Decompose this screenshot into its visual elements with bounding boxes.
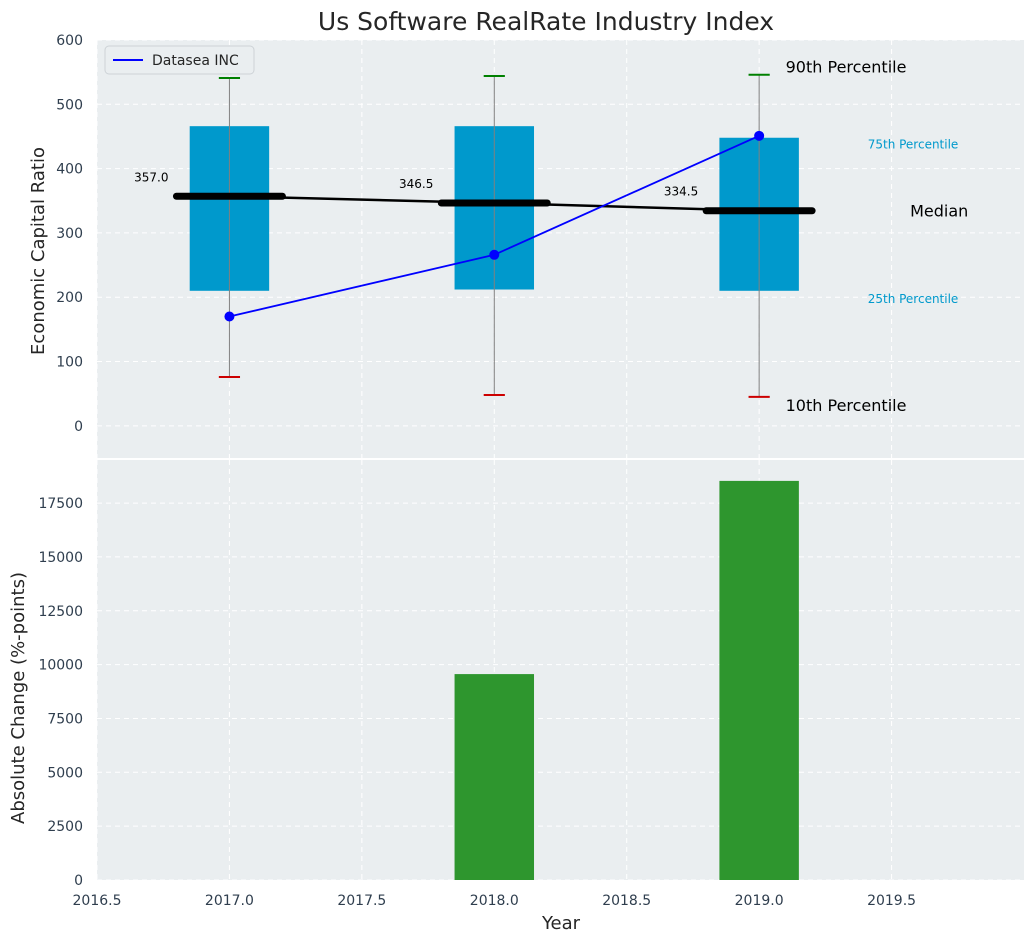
bottom-y-tick-label: 15000 <box>38 550 83 566</box>
x-tick-label: 2018.5 <box>602 893 651 909</box>
median-value-label: 346.5 <box>399 177 433 191</box>
bottom-y-axis-label: Absolute Change (%-points) <box>8 572 29 824</box>
x-tick-label: 2017.5 <box>337 893 386 909</box>
p90-annotation: 90th Percentile <box>786 58 907 77</box>
legend-label: Datasea INC <box>152 53 239 69</box>
p75-annotation: 75th Percentile <box>868 138 959 152</box>
p10-annotation: 10th Percentile <box>786 396 907 415</box>
top-y-tick-label: 100 <box>56 355 83 371</box>
top-y-tick-label: 400 <box>56 162 83 178</box>
top-y-tick-label: 0 <box>74 419 83 435</box>
x-tick-label: 2018.0 <box>470 893 519 909</box>
median-value-label: 334.5 <box>664 185 698 199</box>
p25-annotation: 25th Percentile <box>868 292 959 306</box>
top-y-tick-label: 500 <box>56 97 83 113</box>
x-tick-label: 2019.0 <box>735 893 784 909</box>
median-value-label: 357.0 <box>134 170 168 184</box>
series-point <box>754 130 765 141</box>
bottom-y-tick-label: 7500 <box>47 711 83 727</box>
top-y-tick-label: 200 <box>56 290 83 306</box>
top-y-tick-label: 600 <box>56 33 83 49</box>
series-point <box>224 311 235 322</box>
series-point <box>489 249 500 260</box>
bottom-y-tick-label: 12500 <box>38 604 83 620</box>
bottom-plot-area <box>97 460 1024 880</box>
top-y-tick-label: 300 <box>56 226 83 242</box>
bottom-y-tick-label: 17500 <box>38 496 83 512</box>
median-annotation: Median <box>910 202 968 221</box>
change-bar <box>454 674 535 880</box>
x-tick-label: 2019.5 <box>867 893 916 909</box>
legend-box <box>104 45 255 75</box>
x-axis-label: Year <box>541 913 581 934</box>
bottom-y-tick-label: 10000 <box>38 658 83 674</box>
change-bar <box>719 480 799 880</box>
bottom-y-tick-label: 2500 <box>47 819 83 835</box>
bottom-y-tick-label: 0 <box>74 873 83 889</box>
chart-title: Us Software RealRate Industry Index <box>318 7 774 36</box>
x-tick-label: 2016.5 <box>73 893 122 909</box>
bottom-y-tick-label: 5000 <box>47 765 83 781</box>
x-tick-label: 2017.0 <box>205 893 254 909</box>
top-y-axis-label: Economic Capital Ratio <box>28 147 49 355</box>
